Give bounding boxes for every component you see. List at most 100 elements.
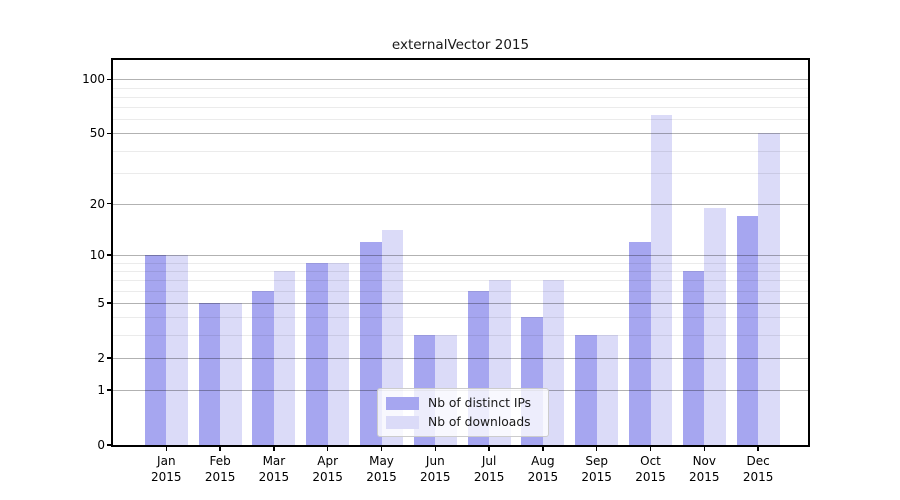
bar-downloads-jan bbox=[166, 254, 188, 445]
x-axis-tick-label-year: 2015 bbox=[151, 470, 182, 484]
x-axis-tick-label: Feb 2015 bbox=[192, 453, 248, 485]
bar-distinct-ips-mar bbox=[252, 290, 274, 445]
bar-downloads-mar bbox=[273, 270, 296, 445]
legend-swatch-distinct-ips bbox=[386, 396, 419, 410]
y-axis-tick-label: 10 bbox=[89, 247, 105, 262]
x-axis-tick-label-year: 2015 bbox=[204, 470, 236, 484]
x-tick-mark bbox=[219, 447, 221, 451]
gridline-major bbox=[113, 303, 808, 304]
x-tick-mark bbox=[273, 447, 275, 451]
x-tick-mark bbox=[380, 447, 383, 451]
gridline-minor bbox=[113, 119, 808, 121]
x-tick-mark bbox=[327, 447, 329, 451]
gridline-major bbox=[113, 133, 808, 135]
y-tick-mark bbox=[107, 203, 111, 205]
bar-distinct-ips-oct bbox=[629, 241, 651, 445]
gridline-minor bbox=[113, 262, 808, 264]
gridline-minor bbox=[113, 280, 808, 282]
x-axis-tick-label-month: Jan bbox=[157, 454, 176, 468]
legend-label-distinct-ips: Nb of distinct IPs bbox=[428, 396, 532, 410]
x-tick-mark bbox=[488, 447, 490, 451]
x-axis-tick-label-year: 2015 bbox=[258, 470, 290, 484]
x-axis-tick-label-month: Sep bbox=[585, 454, 608, 468]
x-axis-tick-label: Aug 2015 bbox=[515, 453, 571, 485]
gridline-minor bbox=[113, 290, 808, 292]
x-axis-tick-label: Nov 2015 bbox=[676, 453, 732, 485]
gridline-major bbox=[113, 254, 808, 256]
y-axis-tick-label: 20 bbox=[89, 196, 105, 211]
x-axis-tick-label: Jan 2015 bbox=[138, 453, 194, 485]
gridline-major bbox=[113, 203, 808, 205]
plot-area: Nb of distinct IPs Nb of downloads bbox=[111, 58, 810, 447]
x-axis-tick-label-year: 2015 bbox=[312, 470, 343, 484]
x-axis-tick-label-month: Jun bbox=[425, 454, 445, 468]
x-axis-tick-label: Apr 2015 bbox=[300, 453, 356, 485]
x-axis-tick-label-month: Nov bbox=[692, 454, 716, 468]
x-tick-mark bbox=[757, 447, 759, 451]
y-tick-mark bbox=[107, 302, 111, 304]
x-axis-tick-label-month: Aug bbox=[531, 454, 555, 468]
gridline-minor bbox=[113, 270, 808, 272]
legend-entry-distinct-ips: Nb of distinct IPs bbox=[386, 396, 548, 410]
x-axis-tick-label-month: Mar bbox=[262, 454, 286, 468]
bar-distinct-ips-jan bbox=[144, 254, 167, 445]
bar-distinct-ips-sep bbox=[575, 335, 597, 445]
x-axis-tick-label-year: 2015 bbox=[742, 470, 774, 484]
y-tick-mark bbox=[107, 357, 111, 359]
y-tick-mark bbox=[107, 389, 111, 391]
y-tick-mark bbox=[107, 444, 111, 446]
x-axis-tick-label-month: Apr bbox=[317, 454, 339, 468]
x-axis-tick-label-month: Feb bbox=[209, 454, 231, 468]
gridline-minor bbox=[113, 87, 808, 89]
x-axis-tick-label: Sep 2015 bbox=[569, 453, 625, 485]
x-axis-tick-label: Mar 2015 bbox=[246, 453, 302, 485]
gridline-major bbox=[113, 79, 808, 81]
x-axis-tick-label: Oct 2015 bbox=[623, 453, 679, 485]
y-axis-tick-label: 0 bbox=[97, 438, 105, 452]
x-axis-tick-label: Jun 2015 bbox=[407, 453, 463, 485]
y-axis-tick-label: 1 bbox=[97, 383, 105, 398]
bar-downloads-sep bbox=[596, 335, 619, 445]
bar-downloads-oct bbox=[650, 115, 672, 445]
x-axis-tick-label-month: Oct bbox=[640, 454, 661, 468]
bar-distinct-ips-apr bbox=[306, 262, 328, 445]
x-axis-tick-label: Dec 2015 bbox=[730, 453, 786, 485]
gridline-minor bbox=[113, 107, 808, 109]
legend: Nb of distinct IPs Nb of downloads bbox=[377, 388, 549, 437]
x-tick-mark bbox=[542, 447, 544, 451]
gridline-minor bbox=[113, 150, 808, 152]
x-axis-tick-label: Jul 2015 bbox=[461, 453, 517, 485]
legend-label-downloads: Nb of downloads bbox=[428, 415, 531, 429]
x-axis-tick-label-year: 2015 bbox=[689, 470, 720, 484]
bar-downloads-apr bbox=[327, 262, 350, 445]
x-tick-mark bbox=[703, 447, 705, 451]
x-axis-tick-label-year: 2015 bbox=[420, 470, 451, 484]
x-tick-mark bbox=[434, 447, 436, 451]
bar-distinct-ips-nov bbox=[682, 270, 705, 445]
bar-distinct-ips-feb bbox=[198, 303, 221, 445]
gridline-minor bbox=[113, 96, 808, 98]
y-axis-tick-label: 5 bbox=[97, 296, 105, 310]
gridline-minor bbox=[113, 335, 808, 337]
bar-distinct-ips-may bbox=[360, 241, 382, 445]
x-tick-mark bbox=[165, 447, 167, 451]
x-tick-mark bbox=[596, 447, 598, 451]
legend-swatch-downloads bbox=[386, 415, 419, 429]
x-axis-tick-label-year: 2015 bbox=[527, 470, 559, 484]
x-axis-tick-label-year: 2015 bbox=[635, 470, 666, 484]
chart-title: externalVector 2015 bbox=[391, 37, 530, 53]
y-tick-mark bbox=[107, 254, 111, 256]
x-axis-tick-label: May 2015 bbox=[354, 453, 410, 485]
x-tick-mark bbox=[649, 447, 652, 451]
bar-distinct-ips-dec bbox=[736, 215, 759, 445]
y-axis-tick-label: 2 bbox=[97, 350, 105, 365]
x-axis-tick-label-month: May bbox=[369, 454, 394, 468]
x-axis-tick-label-year: 2015 bbox=[581, 470, 612, 484]
x-axis-tick-label-year: 2015 bbox=[473, 470, 505, 484]
legend-entry-downloads: Nb of downloads bbox=[386, 415, 548, 429]
x-axis-tick-label-month: Jul bbox=[481, 454, 497, 468]
y-axis-tick-label: 50 bbox=[89, 126, 105, 141]
gridline-minor bbox=[113, 172, 808, 174]
x-axis-tick-label-year: 2015 bbox=[366, 470, 397, 484]
